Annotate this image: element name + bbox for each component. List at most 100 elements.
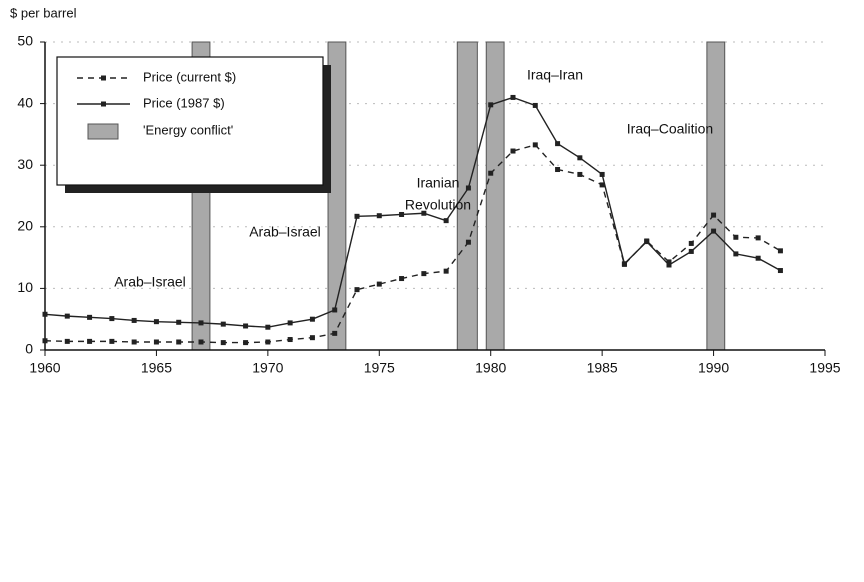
point	[666, 259, 672, 265]
point	[243, 340, 249, 346]
point	[555, 167, 561, 173]
point	[176, 339, 182, 345]
point	[354, 213, 360, 219]
x-tick-label: 1970	[252, 360, 283, 376]
point	[354, 287, 360, 293]
point	[64, 313, 70, 319]
point	[109, 316, 115, 322]
point	[599, 171, 605, 177]
point	[644, 239, 650, 245]
legend-label: 'Energy conflict'	[143, 122, 233, 137]
point	[666, 262, 672, 268]
point	[577, 155, 583, 161]
point	[220, 340, 226, 346]
legend-label: Price (current $)	[143, 69, 236, 84]
point	[42, 311, 48, 317]
point	[109, 338, 115, 344]
point	[287, 337, 293, 343]
point	[131, 339, 137, 345]
legend-label: Price (1987 $)	[143, 95, 225, 110]
annotation: Iraq–Iran	[527, 67, 583, 83]
x-tick-label: 1960	[29, 360, 60, 376]
point	[265, 324, 271, 330]
y-tick-label: 50	[17, 33, 33, 49]
point	[688, 240, 694, 246]
point	[309, 316, 315, 322]
series-line	[44, 96, 781, 328]
point	[755, 255, 761, 261]
point	[399, 276, 405, 282]
x-tick-label: 1965	[141, 360, 172, 376]
annotation: Iranian	[417, 175, 460, 191]
point	[510, 148, 516, 154]
annotation: Revolution	[405, 197, 471, 213]
series-line	[44, 144, 781, 344]
point	[733, 251, 739, 257]
point	[376, 281, 382, 287]
annotation: Arab–Israel	[249, 224, 321, 240]
point	[532, 142, 538, 148]
point	[443, 268, 449, 274]
x-tick-label: 1975	[364, 360, 395, 376]
point	[399, 211, 405, 217]
point	[711, 228, 717, 234]
point	[621, 261, 627, 267]
point	[599, 182, 605, 188]
legend-swatch	[87, 123, 119, 140]
conflict-band	[706, 41, 726, 351]
point	[198, 339, 204, 345]
point	[577, 171, 583, 177]
annotation: Iraq–Coalition	[627, 121, 713, 137]
y-axis-label: $ per barrel	[10, 5, 77, 20]
point	[488, 170, 494, 176]
point	[265, 339, 271, 345]
point	[488, 102, 494, 108]
legend-box	[56, 56, 324, 186]
point	[87, 314, 93, 320]
point	[376, 213, 382, 219]
point	[332, 330, 338, 336]
point	[465, 185, 471, 191]
point	[532, 102, 538, 108]
point	[777, 248, 783, 254]
y-tick-label: 30	[17, 156, 33, 172]
point	[64, 338, 70, 344]
point	[465, 239, 471, 245]
point	[421, 271, 427, 277]
point	[198, 320, 204, 326]
legend-marker	[101, 75, 106, 81]
point	[510, 94, 516, 100]
annotation: Arab–Israel	[114, 274, 186, 290]
legend: Price (current $) Price (1987 $) 'Energy c…	[56, 56, 331, 193]
point	[711, 212, 717, 218]
point	[443, 218, 449, 224]
point	[733, 234, 739, 240]
y-tick-label: 0	[25, 341, 33, 357]
point	[153, 319, 159, 325]
point	[131, 317, 137, 323]
point	[309, 335, 315, 341]
conflict-band	[485, 41, 505, 351]
point	[332, 307, 338, 313]
point	[243, 323, 249, 329]
point	[220, 321, 226, 327]
y-tick-label: 10	[17, 279, 33, 295]
x-tick-label: 1990	[698, 360, 729, 376]
point	[153, 339, 159, 345]
point	[87, 338, 93, 344]
point	[755, 235, 761, 241]
point	[42, 338, 48, 344]
y-tick-label: 40	[17, 94, 33, 110]
x-tick-label: 1995	[809, 360, 840, 376]
x-tick-label: 1980	[475, 360, 506, 376]
point	[176, 319, 182, 325]
point	[421, 210, 427, 216]
point	[555, 141, 561, 147]
point	[777, 268, 783, 274]
point	[688, 248, 694, 254]
point	[287, 320, 293, 326]
y-tick-label: 20	[17, 218, 33, 234]
x-tick-label: 1985	[587, 360, 618, 376]
